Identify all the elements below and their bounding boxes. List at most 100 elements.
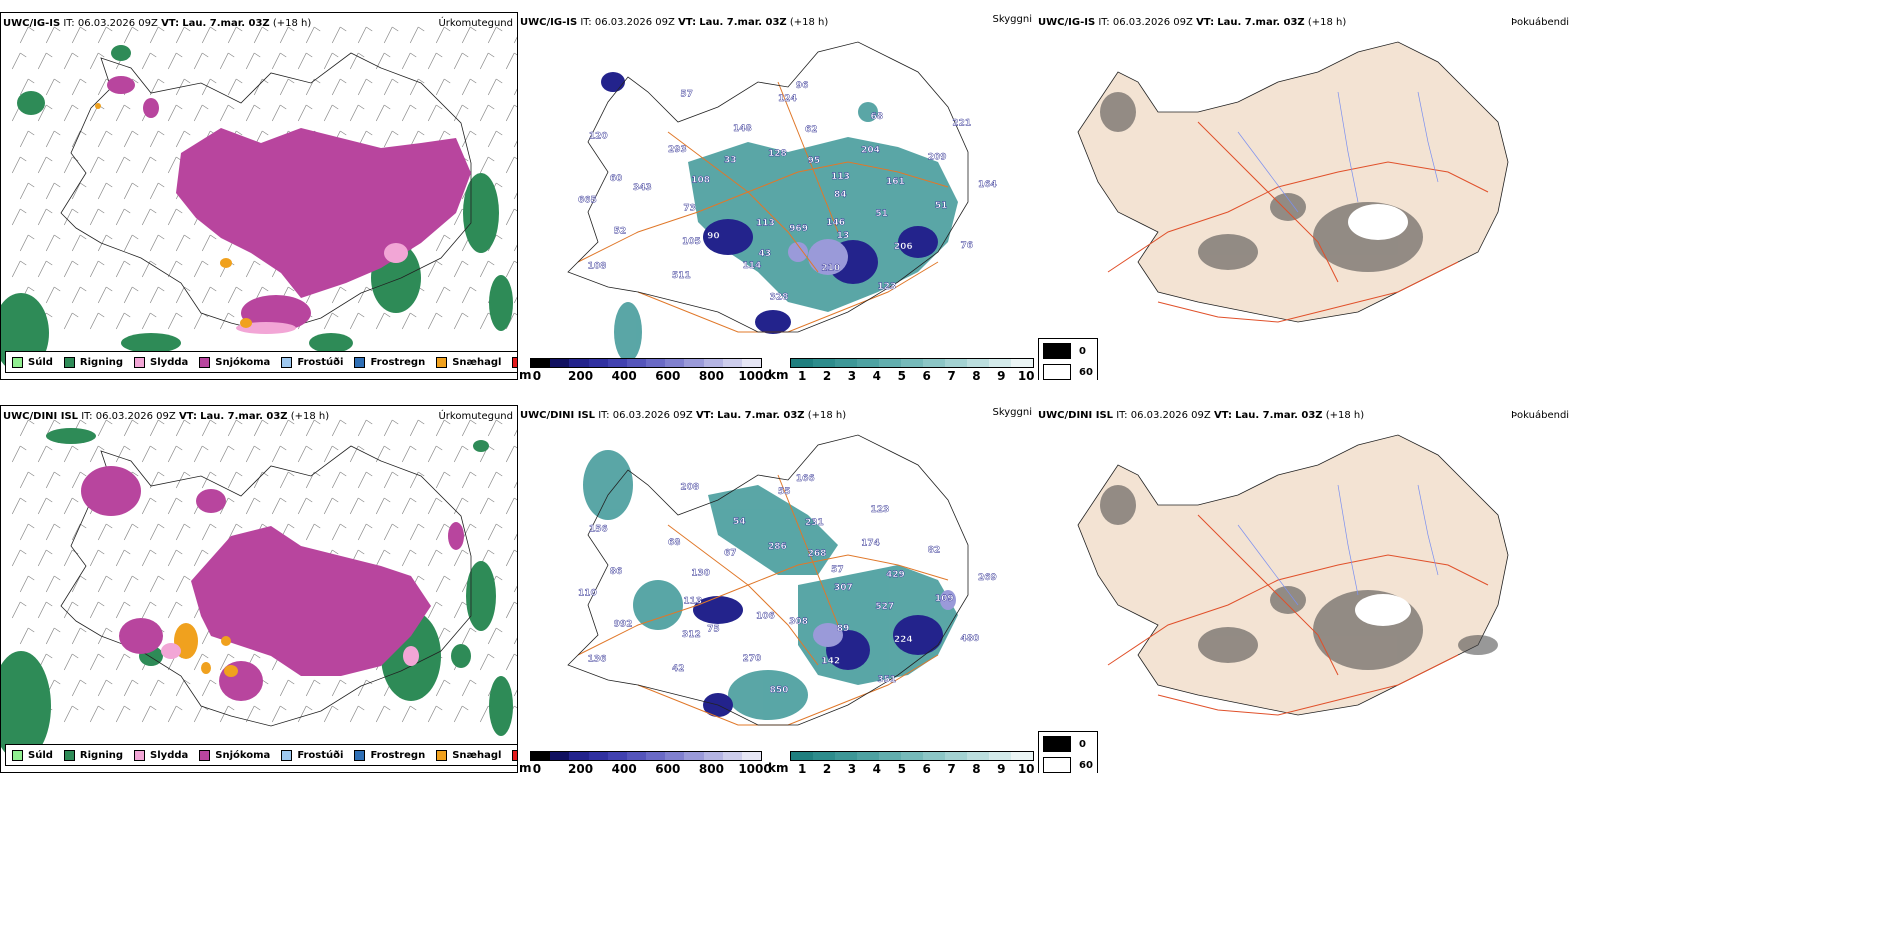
map-value-label: 142 [821, 657, 840, 667]
wind-barb [453, 312, 469, 330]
wind-barb [513, 585, 517, 593]
wind-barb [89, 260, 105, 278]
wind-barb [279, 26, 295, 44]
wind-barb [71, 575, 87, 593]
wind-barb [11, 549, 27, 567]
wind-barb [401, 549, 417, 567]
wind-barb [227, 419, 243, 437]
wind-barb [97, 627, 113, 645]
colorbar-tick: 8 [972, 762, 981, 773]
wind-barb [435, 523, 451, 541]
wind-barb [123, 679, 139, 697]
wind-barb [201, 679, 217, 697]
map-value-label: 43 [759, 249, 772, 259]
wind-barb [487, 419, 503, 437]
map-value-label: 113 [683, 597, 702, 607]
wind-barb [383, 523, 399, 541]
wind-barb [279, 419, 295, 437]
map-value-label: 57 [680, 90, 693, 100]
map-value-label: 84 [834, 190, 847, 200]
wind-barb [89, 549, 105, 567]
wind-barb [245, 52, 261, 70]
wind-barb [149, 419, 165, 437]
wind-barb [71, 627, 87, 645]
precip-map-top [1, 26, 517, 373]
legend-label: Slydda [150, 356, 189, 368]
wind-barb [279, 471, 295, 489]
wind-barb [331, 286, 347, 304]
legend-label: Rigning [79, 749, 124, 761]
wind-barb [357, 78, 373, 96]
legend-label: Rigning [79, 356, 124, 368]
colorbar-swatch [646, 359, 666, 367]
wind-barb [19, 419, 35, 437]
panel-title: Þokuábendi [1511, 17, 1570, 28]
wind-barb [401, 445, 417, 463]
wind-barb [149, 26, 165, 44]
road-network [1107, 121, 1489, 323]
wind-barb [505, 208, 517, 226]
map-value-label: 429 [886, 570, 905, 580]
wind-barb [149, 679, 165, 697]
wind-barb [149, 130, 165, 148]
wind-barb [45, 286, 61, 304]
colorbar-swatch [665, 359, 685, 367]
wind-barb [45, 130, 61, 148]
wind-barb [175, 679, 191, 697]
iceland-outline [567, 434, 969, 726]
wind-barb [271, 497, 287, 515]
wind-barb [453, 52, 469, 70]
wind-barb [461, 78, 477, 96]
wind-barb [331, 26, 347, 44]
colorbar-tick: 7 [947, 369, 956, 380]
wind-barb [357, 286, 373, 304]
colorbar-swatch [835, 752, 857, 760]
wind-barb [461, 679, 477, 697]
wind-barb [427, 52, 443, 70]
legend-swatch [134, 749, 146, 761]
colorbar-swatch [531, 752, 551, 760]
colorbar-tick: 6 [922, 762, 931, 773]
map-value-label: 52 [614, 226, 627, 236]
wind-barb [123, 286, 139, 304]
fog-map-bottom [1077, 434, 1509, 716]
map-value-label: 95 [808, 156, 821, 166]
wind-barb [37, 52, 53, 70]
precip-map-bottom [1, 419, 517, 761]
colorbar-tick: 7 [947, 762, 956, 773]
wind-barb [479, 497, 495, 515]
wind-barb [193, 445, 209, 463]
wind-barb [71, 471, 87, 489]
wind-barb [19, 627, 35, 645]
hail-areas [95, 103, 252, 328]
wind-barb [487, 78, 503, 96]
legend-item: Slydda [134, 749, 188, 761]
legend-swatch [12, 749, 23, 761]
map-value-label: 208 [680, 483, 699, 493]
colorbar-tick: 800 [698, 369, 724, 380]
colorbar-tick: 200 [568, 369, 594, 380]
wind-barb [401, 312, 417, 330]
wind-barb [89, 653, 105, 671]
wind-barb [149, 182, 165, 200]
wind-barb [175, 78, 191, 96]
wind-barb [175, 26, 191, 44]
wind-barb [71, 78, 87, 96]
wind-barb [97, 679, 113, 697]
wind-barb [227, 471, 243, 489]
wind-barb [453, 104, 469, 122]
legend-label: Frostregn [370, 356, 426, 368]
wind-barb [513, 36, 517, 44]
snow-areas [81, 466, 464, 701]
map-value-label: 68 [668, 538, 681, 548]
map-value-label: 164 [978, 180, 997, 190]
map-value-label: 124 [778, 94, 797, 104]
colorbar-swatch [791, 359, 813, 367]
wind-barb [141, 705, 157, 723]
map-value-label: 86 [610, 567, 623, 577]
wind-barb [505, 653, 517, 671]
wind-barb [89, 52, 105, 70]
fog-legend-label: 60 [1079, 366, 1093, 378]
panel-header: UWC/DINI ISL IT: 06.03.2026 09Z VT: Lau.… [1038, 410, 1365, 421]
colorbar-swatch [626, 752, 647, 760]
